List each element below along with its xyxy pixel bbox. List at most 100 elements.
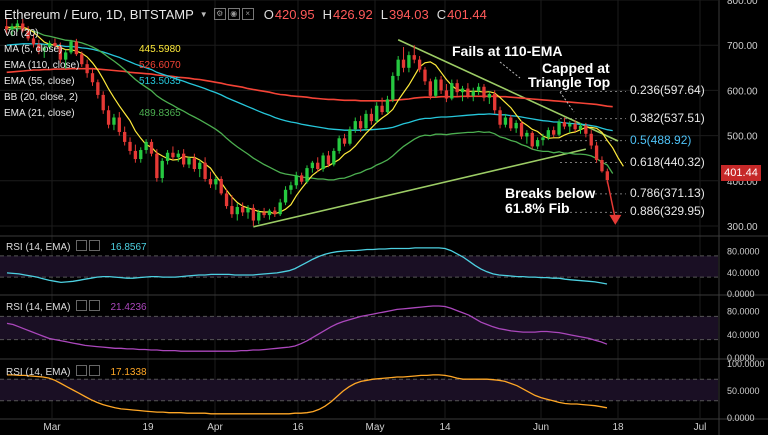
candle-body bbox=[444, 90, 449, 99]
annotation-pointer bbox=[499, 61, 521, 79]
indicator-ema110[interactable]: EMA (110, close) 526.6070 bbox=[4, 57, 181, 73]
candle-body bbox=[74, 41, 79, 55]
fib-level-label: 0.236(597.64) bbox=[630, 83, 705, 98]
candle-body bbox=[321, 155, 325, 170]
indicator-ma5[interactable]: MA (5, close) 445.5980 bbox=[4, 41, 181, 57]
rsi-line bbox=[6, 247, 608, 285]
candle-body bbox=[294, 175, 298, 186]
rsi-value: 21.4236 bbox=[110, 301, 147, 313]
fib-level-label: 0.886(329.95) bbox=[630, 204, 705, 219]
indicator-vol[interactable]: Vol (20) bbox=[4, 25, 38, 41]
candle-body bbox=[80, 54, 84, 65]
annotation-pointer bbox=[559, 91, 575, 113]
eye-icon[interactable]: ◉ bbox=[227, 8, 240, 20]
ohlc-value: 420.95 bbox=[274, 6, 315, 22]
candle-body bbox=[584, 125, 588, 134]
fib-level-label: 0.618(440.32) bbox=[630, 154, 705, 169]
ohlc-value: 426.92 bbox=[332, 6, 373, 22]
rsi-label-3[interactable]: RSI (14, EMA) 17.1338 bbox=[6, 365, 147, 379]
candle-body bbox=[219, 178, 223, 194]
candle-body bbox=[600, 159, 604, 172]
candle-body bbox=[85, 64, 89, 74]
last-price-tag: 401.44 bbox=[721, 165, 761, 181]
price-tick-label: 800.00 bbox=[727, 0, 758, 7]
indicator-value: 489.8365 bbox=[139, 107, 181, 119]
settings-icon[interactable] bbox=[76, 240, 88, 251]
candle-body bbox=[123, 131, 127, 142]
ma5-line bbox=[6, 26, 624, 215]
candle-body bbox=[42, 47, 46, 51]
price-pane[interactable] bbox=[5, 18, 626, 228]
candle-body bbox=[525, 132, 529, 137]
candle-body bbox=[546, 130, 550, 138]
candle-body bbox=[342, 138, 347, 144]
candle-body bbox=[53, 42, 57, 47]
annotation-breaks-2: 61.8% Fib bbox=[505, 200, 570, 216]
candle-body bbox=[364, 113, 368, 129]
candle-body bbox=[240, 206, 245, 213]
candle-body bbox=[434, 79, 438, 96]
chevron-down-icon[interactable]: ▼ bbox=[199, 9, 208, 19]
rsi-value: 16.8567 bbox=[110, 241, 147, 253]
candle-body bbox=[310, 162, 315, 169]
pane-buttons[interactable] bbox=[76, 365, 102, 379]
price-tick-label: 400.00 bbox=[727, 177, 758, 188]
candle-body bbox=[326, 155, 331, 165]
candle-body bbox=[230, 206, 234, 215]
candle-body bbox=[332, 150, 336, 165]
candle-body bbox=[181, 153, 186, 165]
candle-body bbox=[208, 178, 213, 185]
indicator-ema21[interactable]: EMA (21, close) 489.8365 bbox=[4, 105, 181, 121]
candle-body bbox=[96, 82, 100, 95]
candle-body bbox=[605, 171, 609, 181]
rsi-panes[interactable] bbox=[0, 247, 718, 415]
candle-body bbox=[214, 178, 218, 185]
candle-body bbox=[439, 79, 443, 91]
rsi-band bbox=[0, 379, 718, 401]
rsi-label-2[interactable]: RSI (14, EMA) 21.4236 bbox=[6, 300, 147, 314]
candle-body bbox=[450, 83, 454, 99]
candle-body bbox=[407, 55, 411, 68]
pane-buttons[interactable] bbox=[76, 240, 102, 254]
candle-body bbox=[380, 105, 384, 113]
candle-body bbox=[514, 122, 518, 129]
indicator-label: MA (5, close) bbox=[4, 43, 63, 55]
time-tick-label: Jul bbox=[694, 422, 707, 433]
indicator-bb[interactable]: BB (20, close, 2) bbox=[4, 89, 78, 105]
candle-body bbox=[385, 99, 390, 113]
candle-body bbox=[283, 189, 288, 203]
indicator-ema55[interactable]: EMA (55, close) 513.5035 bbox=[4, 73, 181, 89]
rsi-tick-label: 40.0000 bbox=[727, 268, 760, 278]
candle-body bbox=[192, 158, 197, 170]
candle-body bbox=[375, 105, 379, 122]
chart-header: Ethereum / Euro, 1D, BITSTAMP ▼ ⚙ ◉ × O4… bbox=[4, 4, 487, 24]
close-icon[interactable] bbox=[89, 300, 101, 311]
candle-body bbox=[203, 162, 207, 179]
indicator-label: Vol (20) bbox=[4, 27, 39, 39]
close-icon[interactable] bbox=[89, 240, 101, 251]
rsi-title: RSI (14, EMA) bbox=[6, 366, 71, 378]
rsi-tick-label: 0.0000 bbox=[727, 353, 755, 363]
arrow-down-icon bbox=[609, 214, 622, 225]
settings-icon[interactable]: ⚙ bbox=[213, 8, 226, 20]
pane-buttons[interactable] bbox=[76, 300, 102, 314]
candle-body bbox=[160, 160, 164, 179]
indicator-value: 513.5035 bbox=[139, 75, 181, 87]
close-icon[interactable] bbox=[89, 365, 101, 376]
candle-body bbox=[15, 23, 20, 27]
chart-grid bbox=[0, 0, 718, 418]
symbol-title[interactable]: Ethereum / Euro, 1D, BITSTAMP bbox=[4, 6, 194, 22]
breakdown-arrow bbox=[606, 180, 617, 220]
candle-body bbox=[257, 212, 261, 221]
ema55-line bbox=[6, 43, 613, 132]
settings-icon[interactable] bbox=[76, 300, 88, 311]
candle-body bbox=[535, 140, 540, 147]
settings-icon[interactable] bbox=[76, 365, 88, 376]
annotation-breaks-1: Breaks below bbox=[505, 185, 596, 201]
close-icon[interactable]: × bbox=[241, 8, 254, 20]
candle-body bbox=[316, 162, 320, 170]
candle-body bbox=[224, 193, 229, 207]
candle-body bbox=[262, 212, 266, 216]
rsi-label-1[interactable]: RSI (14, EMA) 16.8567 bbox=[6, 240, 147, 254]
